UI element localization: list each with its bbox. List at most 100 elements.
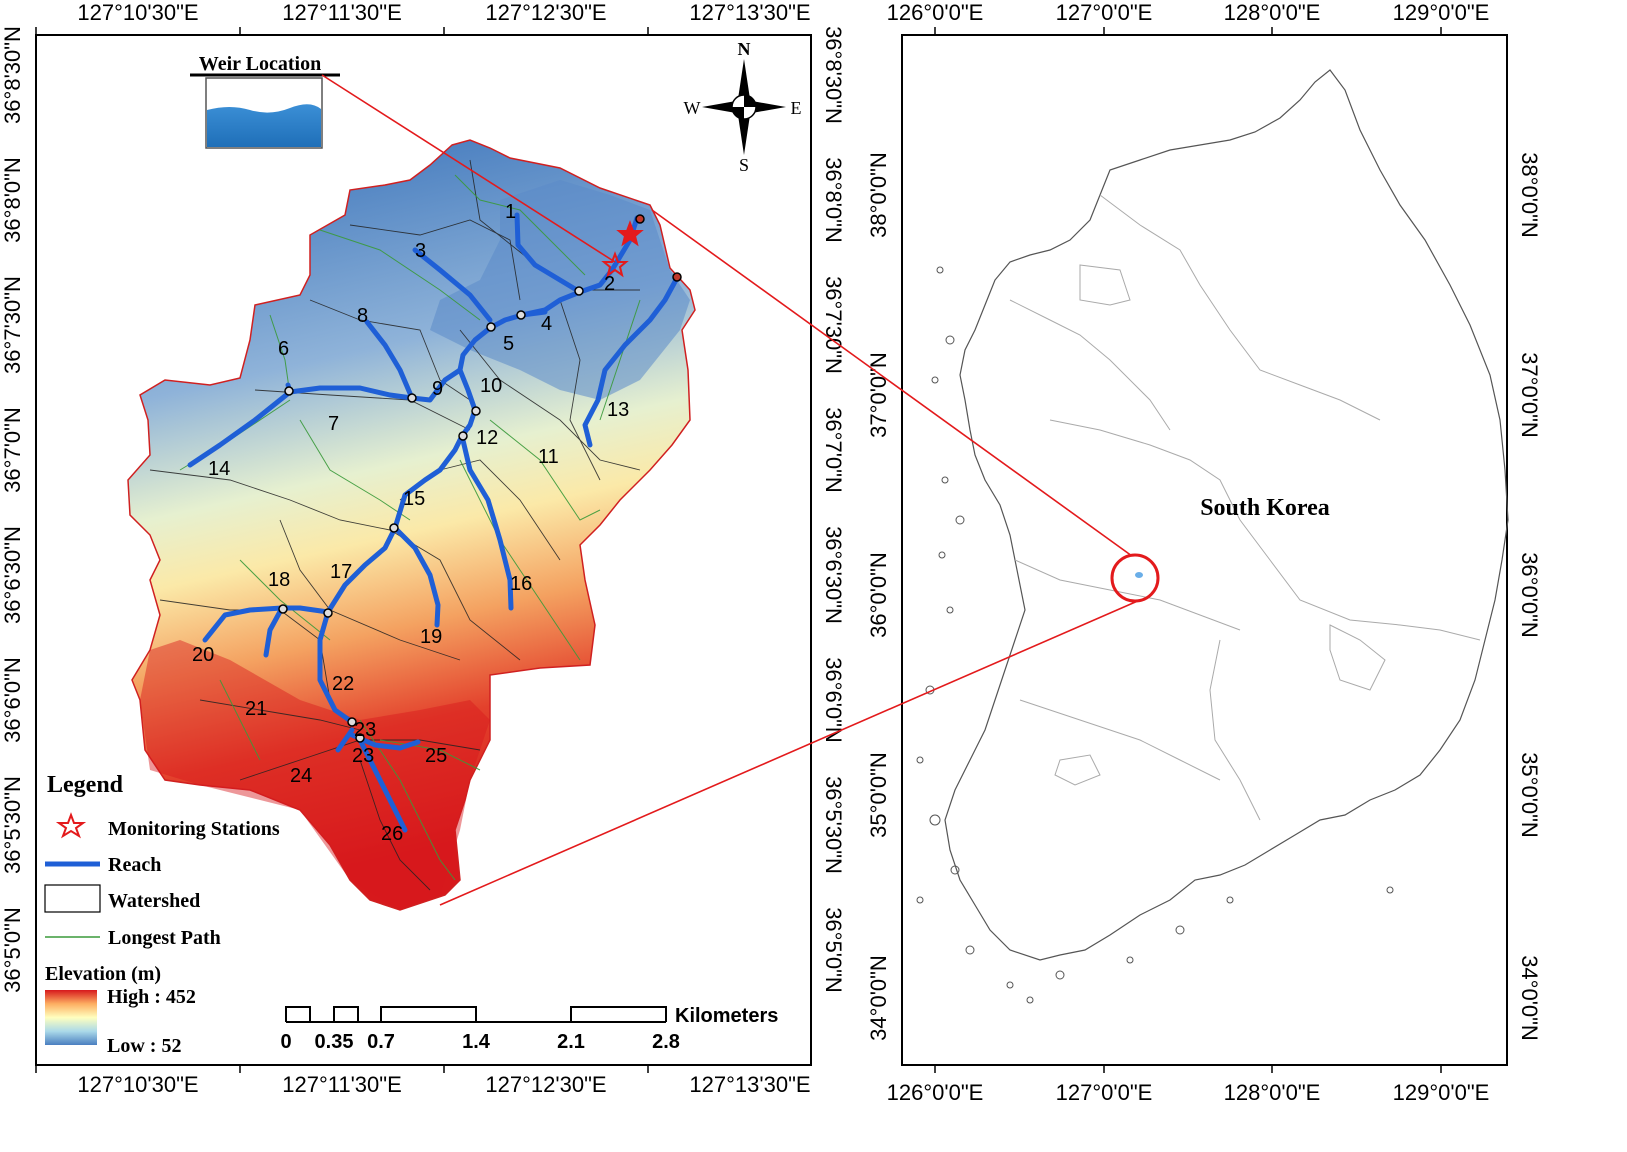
left-lat-7: 36°5'30"N [0, 776, 25, 874]
weir-location-label: Weir Location [199, 53, 321, 75]
right-map-right-lat-labels: 38°0'0"N 37°0'0"N 36°0'0"N 35°0'0"N 34°0… [1517, 152, 1542, 1041]
subbasin-label-23b: 23 [352, 745, 374, 767]
right-top-tick-3: 128°0'0"E [1224, 0, 1321, 25]
station-star-1 [601, 251, 629, 278]
right-tick-marks [934, 27, 1442, 1073]
station-star-2 [616, 220, 644, 247]
reach-main-upper [317, 215, 640, 725]
legend-low: Low : 52 [107, 1035, 181, 1057]
subbasin-label-22: 22 [332, 673, 354, 695]
subbasin-label-23a: 23 [354, 719, 376, 741]
legend-star-icon [55, 812, 87, 839]
right-map-right-lat-5: 34°0'0"N [1517, 955, 1542, 1041]
subbasin-label-16: 16 [510, 573, 532, 595]
longest-paths [179, 174, 641, 881]
reach-19 [392, 525, 441, 628]
legend-elevation-title: Elevation (m) [45, 963, 161, 985]
left-lat-5: 36°6'30"N [0, 526, 25, 624]
left-lat-6: 36°6'0"N [0, 657, 25, 743]
subbasin-label-9: 9 [432, 378, 443, 400]
compass-e: E [791, 98, 802, 118]
compass-s: S [739, 155, 749, 175]
subbasin-label-7: 7 [328, 413, 339, 435]
subbasin-label-15: 15 [403, 488, 425, 510]
province-borders [1009, 194, 1481, 821]
subbasin-label-21: 21 [245, 698, 267, 720]
left-bottom-tick-3: 127°12'30"E [485, 1072, 606, 1097]
reach-21 [263, 605, 285, 658]
reach-1 [514, 212, 583, 295]
right-map-left-lat-5: 34°0'0"N [866, 955, 891, 1041]
scale-label-4: 2.1 [557, 1031, 585, 1053]
left-lat-labels: 36°8'30"N 36°8'0"N 36°7'30"N 36°7'0"N 36… [0, 26, 25, 993]
legend-watershed: Watershed [108, 890, 200, 912]
left-lat-2: 36°8'0"N [0, 157, 25, 243]
reaches [187, 212, 680, 833]
legend-watershed-symbol [44, 884, 101, 913]
dem-high-zone [140, 640, 490, 910]
scale-labels: 0 0.35 0.7 1.4 2.1 2.8 Kilometers [280, 1005, 778, 1053]
subbasin-label-14: 14 [208, 458, 230, 480]
reach-3 [412, 247, 493, 323]
scale-unit: Kilometers [675, 1005, 778, 1027]
left-bottom-tick-4: 127°13'30"E [689, 1072, 810, 1097]
reach-24 [335, 727, 355, 753]
subbasin-label-25: 25 [425, 745, 447, 767]
islands [916, 266, 1394, 1004]
right-map-left-lat-3: 36°0'0"N [866, 552, 891, 638]
right-map-left-lat-1: 38°0'0"N [866, 152, 891, 238]
scale-label-0: 0 [280, 1031, 291, 1053]
subbasin-label-24: 24 [290, 765, 312, 787]
left-top-tick-1: 127°10'30"E [77, 0, 198, 25]
reach-7 [287, 385, 415, 401]
left-map-right-lat-4: 36°7'0"N [821, 407, 846, 493]
left-map-right-lat-1: 36°8'30"N [821, 26, 846, 124]
scale-label-3: 1.4 [462, 1031, 491, 1053]
legend-elevation-ramp [45, 990, 97, 1045]
left-top-tick-3: 127°12'30"E [485, 0, 606, 25]
reach-13 [582, 275, 680, 448]
study-area-marker [1110, 553, 1160, 603]
study-area-shape [1135, 572, 1143, 578]
subbasin-label-19: 19 [420, 626, 442, 648]
monitoring-stations [601, 220, 644, 278]
south-korea-label: South Korea [1200, 495, 1330, 521]
connector-lines [321, 74, 1141, 906]
scale-bar [285, 1006, 667, 1023]
reach-9 [409, 367, 463, 403]
subbasin-label-12: 12 [476, 427, 498, 449]
compass-n: N [738, 39, 751, 59]
left-lat-1: 36°8'30"N [0, 26, 25, 124]
right-top-tick-4: 129°0'0"E [1393, 0, 1490, 25]
left-top-tick-4: 127°13'30"E [689, 0, 810, 25]
weir-inset: Weir Location [190, 53, 340, 149]
left-map-right-lat-6: 36°6'0"N [821, 657, 846, 743]
right-map-left-lat-2: 37°0'0"N [866, 352, 891, 438]
left-lat-3: 36°7'30"N [0, 276, 25, 374]
scale-label-1: 0.35 [315, 1031, 354, 1053]
reach-4 [519, 309, 548, 318]
left-top-tick-2: 127°11'30"E [282, 0, 402, 25]
subbasin-label-5: 5 [503, 333, 514, 355]
right-lat-labels-left-map: 36°8'30"N 36°8'0"N 36°7'30"N 36°7'0"N 36… [821, 26, 846, 993]
left-map-right-lat-7: 36°5'30"N [821, 776, 846, 874]
right-map-left-lat-labels: 38°0'0"N 37°0'0"N 36°0'0"N 35°0'0"N 34°0… [866, 152, 891, 1041]
subbasin-label-8: 8 [357, 305, 368, 327]
left-lat-8: 36°5'0"N [0, 907, 25, 993]
north-arrow: N S W E [684, 39, 802, 175]
legend: Legend Monitoring Stations Reach Watersh… [44, 772, 280, 1057]
left-bottom-tick-1: 127°10'30"E [77, 1072, 198, 1097]
legend-title: Legend [47, 772, 124, 798]
reach-14 [187, 389, 293, 468]
outlet-nodes [635, 214, 682, 282]
subbasin-label-1: 1 [505, 201, 516, 223]
right-bottom-tick-1: 126°0'0"E [887, 1080, 984, 1105]
right-map-right-lat-1: 38°0'0"N [1517, 152, 1542, 238]
subbasin-label-13: 13 [607, 399, 629, 421]
subbasin-label-2: 2 [604, 273, 615, 295]
right-map-right-lat-4: 35°0'0"N [1517, 752, 1542, 838]
subbasin-label-26: 26 [381, 823, 403, 845]
legend-reach: Reach [108, 854, 161, 876]
right-top-tick-2: 127°0'0"E [1056, 0, 1153, 25]
